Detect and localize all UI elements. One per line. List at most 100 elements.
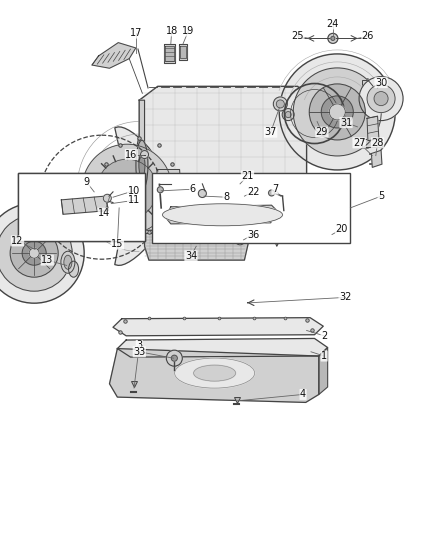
Bar [362,139,382,147]
Polygon shape [180,46,186,58]
Circle shape [367,85,395,112]
Polygon shape [115,127,167,265]
Polygon shape [110,349,319,402]
Circle shape [166,350,182,366]
Bar [18,173,145,241]
Circle shape [0,215,72,291]
Ellipse shape [61,251,75,273]
Bar [362,80,382,88]
Polygon shape [319,348,328,394]
Circle shape [29,248,39,258]
Text: 16: 16 [125,150,138,159]
Text: 36: 36 [247,230,259,239]
Ellipse shape [175,358,254,388]
Polygon shape [166,205,277,224]
Text: 24: 24 [327,19,339,29]
Text: 18: 18 [166,26,178,36]
Polygon shape [165,46,174,61]
Polygon shape [157,169,180,184]
Ellipse shape [194,365,236,381]
Circle shape [374,92,388,106]
Circle shape [359,77,403,120]
Ellipse shape [69,261,78,277]
Text: 34: 34 [185,251,197,261]
Text: 10: 10 [127,186,140,196]
Circle shape [241,189,247,195]
Circle shape [198,189,206,198]
Text: 1: 1 [321,351,327,361]
Text: 13: 13 [41,255,53,265]
Text: 3: 3 [136,341,142,350]
Circle shape [0,203,84,303]
Circle shape [235,235,245,245]
Text: 21: 21 [241,171,254,181]
Text: 11: 11 [127,196,140,205]
Polygon shape [371,150,382,167]
Text: 33: 33 [133,347,145,357]
Circle shape [171,355,177,361]
Text: 17: 17 [130,28,142,38]
Text: 25: 25 [292,31,304,41]
Text: 22: 22 [247,187,259,197]
Circle shape [268,190,275,196]
Text: 2: 2 [321,331,327,341]
Ellipse shape [276,100,284,108]
Text: 27: 27 [353,138,365,148]
Bar [152,173,350,243]
Polygon shape [179,44,187,60]
Ellipse shape [64,255,72,269]
Circle shape [279,54,395,170]
Bar [18,173,145,241]
Ellipse shape [141,150,148,159]
Circle shape [293,68,381,156]
Ellipse shape [282,109,294,120]
Circle shape [82,144,172,234]
Text: 19: 19 [182,26,194,36]
Bar [362,80,382,88]
Ellipse shape [136,140,148,190]
Text: 31: 31 [340,118,352,127]
Polygon shape [145,233,249,260]
Text: 5: 5 [378,191,384,201]
Circle shape [321,96,353,128]
Circle shape [10,229,58,277]
Circle shape [97,159,157,219]
Polygon shape [367,116,379,141]
Text: 14: 14 [98,208,110,218]
Ellipse shape [273,97,287,111]
Polygon shape [139,86,307,230]
Ellipse shape [139,153,145,177]
Text: 12: 12 [11,236,24,246]
Ellipse shape [162,204,283,226]
Polygon shape [139,100,145,230]
Text: 9: 9 [84,177,90,187]
Polygon shape [61,196,109,214]
Text: 15: 15 [111,239,124,249]
Circle shape [22,241,46,265]
Circle shape [328,34,338,43]
Circle shape [157,187,163,193]
Text: 8: 8 [223,192,229,202]
Circle shape [331,36,335,41]
Ellipse shape [285,111,291,118]
Circle shape [103,194,111,203]
Circle shape [327,225,337,235]
Text: 29: 29 [316,127,328,137]
Polygon shape [117,338,328,357]
Polygon shape [164,44,175,63]
Circle shape [309,84,365,140]
Polygon shape [113,318,323,336]
Circle shape [329,104,345,120]
Bar [362,139,382,147]
Text: 4: 4 [300,390,306,399]
Text: 7: 7 [272,184,278,194]
Text: 32: 32 [339,293,351,302]
Text: 30: 30 [375,78,387,87]
Polygon shape [92,43,136,68]
Text: 26: 26 [362,31,374,41]
Text: 6: 6 [190,184,196,194]
Text: 37: 37 [265,127,277,137]
Text: 28: 28 [371,138,384,148]
Polygon shape [307,79,378,148]
Text: 20: 20 [336,224,348,234]
